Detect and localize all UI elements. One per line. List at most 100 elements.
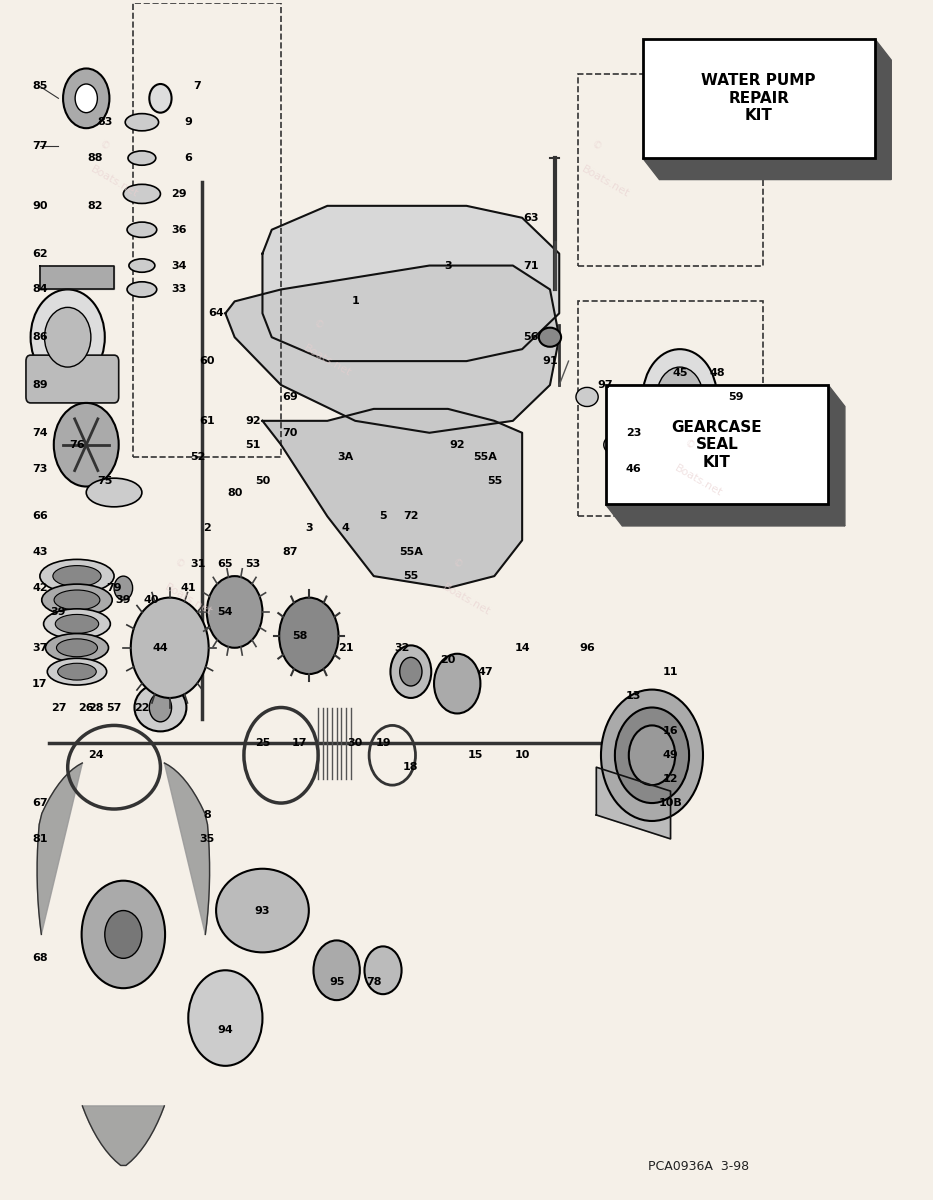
Text: 14: 14 — [514, 643, 530, 653]
Text: 92: 92 — [245, 416, 261, 426]
Text: 6: 6 — [185, 154, 192, 163]
Text: 26: 26 — [78, 702, 94, 713]
Ellipse shape — [434, 654, 480, 714]
Ellipse shape — [54, 590, 100, 610]
Text: 55: 55 — [487, 475, 502, 486]
Ellipse shape — [129, 259, 155, 272]
Text: 18: 18 — [403, 762, 419, 773]
Ellipse shape — [55, 614, 99, 634]
Text: 78: 78 — [366, 977, 382, 988]
Text: 34: 34 — [172, 260, 187, 270]
Text: 55A: 55A — [473, 451, 497, 462]
Text: 7: 7 — [194, 82, 202, 91]
Ellipse shape — [57, 638, 97, 656]
Text: ©: © — [682, 438, 696, 451]
Polygon shape — [643, 158, 891, 180]
Text: 57: 57 — [106, 702, 122, 713]
Polygon shape — [829, 385, 845, 526]
Text: 12: 12 — [662, 774, 678, 784]
Circle shape — [149, 84, 172, 113]
Text: 66: 66 — [32, 511, 48, 521]
Circle shape — [81, 881, 165, 988]
Text: Boats.net: Boats.net — [162, 582, 214, 618]
Text: 24: 24 — [88, 750, 104, 761]
Text: 52: 52 — [189, 451, 205, 462]
Text: 3: 3 — [444, 260, 452, 270]
Ellipse shape — [125, 114, 159, 131]
Ellipse shape — [46, 634, 108, 662]
Text: 96: 96 — [579, 643, 595, 653]
Ellipse shape — [576, 388, 598, 407]
Circle shape — [365, 947, 401, 994]
Text: 50: 50 — [255, 475, 270, 486]
Text: 82: 82 — [88, 200, 104, 211]
Text: 58: 58 — [292, 631, 307, 641]
Text: 73: 73 — [32, 463, 48, 474]
Ellipse shape — [539, 328, 561, 347]
Polygon shape — [164, 763, 210, 935]
Text: 60: 60 — [199, 356, 215, 366]
Text: 56: 56 — [523, 332, 539, 342]
Text: 95: 95 — [329, 977, 344, 988]
Bar — [578, 74, 763, 265]
Ellipse shape — [53, 565, 101, 587]
Circle shape — [114, 576, 132, 600]
Ellipse shape — [657, 367, 703, 427]
Circle shape — [601, 690, 703, 821]
Text: 21: 21 — [338, 643, 354, 653]
Text: 20: 20 — [440, 655, 455, 665]
Text: 46: 46 — [625, 463, 641, 474]
Text: 79: 79 — [106, 583, 122, 593]
Text: 5: 5 — [379, 511, 387, 521]
Text: 13: 13 — [626, 690, 641, 701]
Text: 54: 54 — [217, 607, 233, 617]
Text: 48: 48 — [709, 368, 725, 378]
Ellipse shape — [134, 684, 187, 731]
Text: 28: 28 — [88, 702, 104, 713]
Text: 4: 4 — [342, 523, 350, 533]
Bar — [132, 2, 281, 457]
Text: 64: 64 — [208, 308, 224, 318]
Text: 45: 45 — [672, 368, 688, 378]
Text: Boats.net: Boats.net — [441, 582, 492, 618]
Ellipse shape — [643, 349, 717, 445]
Text: 74: 74 — [32, 427, 48, 438]
Ellipse shape — [123, 185, 160, 204]
Polygon shape — [606, 504, 845, 526]
Ellipse shape — [216, 869, 309, 953]
Ellipse shape — [207, 576, 262, 648]
Text: 30: 30 — [348, 738, 363, 749]
FancyBboxPatch shape — [26, 355, 118, 403]
Text: 76: 76 — [69, 439, 85, 450]
Text: 37: 37 — [32, 643, 48, 653]
Text: 9: 9 — [185, 118, 192, 127]
Text: GEARCASE
SEAL
KIT: GEARCASE SEAL KIT — [672, 420, 762, 469]
FancyBboxPatch shape — [606, 385, 829, 504]
Text: 93: 93 — [255, 906, 271, 916]
Text: 33: 33 — [172, 284, 187, 294]
Text: ©: © — [451, 557, 464, 571]
Text: 22: 22 — [134, 702, 149, 713]
Text: 55A: 55A — [399, 547, 423, 557]
FancyBboxPatch shape — [643, 38, 874, 158]
Text: 47: 47 — [478, 667, 493, 677]
Text: 67: 67 — [32, 798, 48, 808]
Text: 70: 70 — [283, 427, 298, 438]
Text: 55: 55 — [403, 571, 419, 581]
Ellipse shape — [399, 658, 422, 686]
Text: 90: 90 — [32, 200, 48, 211]
Text: 39: 39 — [116, 595, 132, 605]
Ellipse shape — [632, 472, 654, 490]
Polygon shape — [226, 265, 559, 433]
Text: 1: 1 — [352, 296, 359, 306]
Ellipse shape — [128, 151, 156, 166]
Text: 75: 75 — [97, 475, 113, 486]
Text: 32: 32 — [394, 643, 410, 653]
Polygon shape — [874, 38, 891, 180]
Ellipse shape — [86, 478, 142, 506]
Text: 39: 39 — [50, 607, 66, 617]
Text: 51: 51 — [245, 439, 261, 450]
Text: 19: 19 — [375, 738, 391, 749]
Text: ©: © — [590, 139, 603, 152]
Ellipse shape — [127, 222, 157, 238]
